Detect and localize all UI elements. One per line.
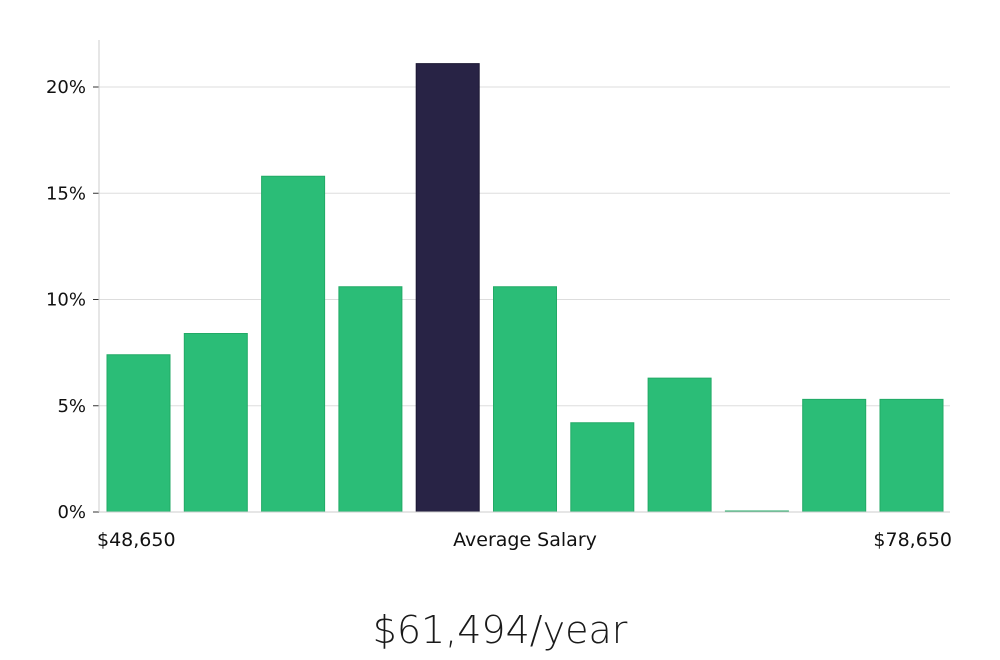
bar — [879, 398, 944, 513]
average-salary-value: $61,494/year — [372, 608, 628, 652]
y-axis-ticks: 0% 5% 10% 15% 20% — [46, 77, 99, 523]
salary-histogram: 0% 5% 10% 15% 20% — [46, 40, 950, 523]
bar — [802, 398, 867, 513]
x-max-label: $78,650 — [873, 529, 952, 551]
x-min-label: $48,650 — [97, 529, 176, 551]
bar-highlighted — [415, 63, 480, 513]
bar — [493, 286, 557, 513]
y-tick-label: 5% — [57, 396, 86, 417]
bar — [647, 377, 712, 513]
x-axis-title: Average Salary — [453, 529, 597, 551]
bar — [106, 354, 171, 513]
bar — [261, 175, 326, 513]
y-tick-label: 10% — [46, 290, 86, 311]
bars — [106, 63, 944, 513]
y-tick-label: 0% — [57, 502, 86, 523]
y-tick-label: 20% — [46, 77, 86, 98]
bar — [570, 422, 635, 513]
bar — [338, 286, 403, 513]
bar — [183, 333, 248, 513]
y-tick-label: 15% — [46, 183, 86, 204]
